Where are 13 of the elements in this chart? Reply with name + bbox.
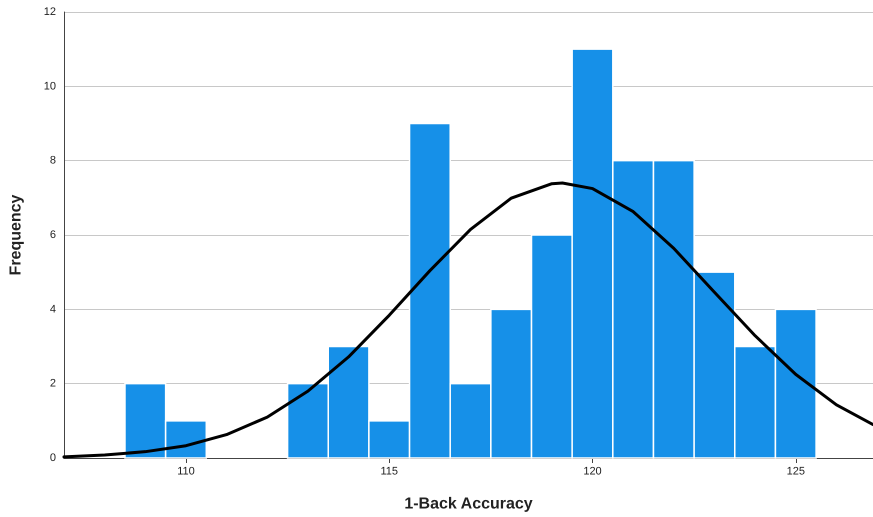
y-tick-label: 4	[50, 303, 56, 316]
y-tick-label: 12	[44, 6, 56, 18]
y-tick-label: 0	[50, 452, 56, 464]
x-tick-label: 120	[583, 466, 602, 478]
y-tick-label: 6	[50, 229, 56, 241]
x-axis-title: 1-Back Accuracy	[404, 496, 533, 512]
x-tick-label: 125	[786, 466, 805, 478]
y-tick-label: 8	[50, 154, 56, 167]
y-tick-label: 10	[44, 80, 56, 92]
x-tick-label: 115	[380, 466, 398, 478]
x-tick-label: 110	[177, 466, 195, 478]
y-axis-title: Frequency	[8, 194, 24, 276]
y-tick-label: 2	[50, 378, 56, 390]
